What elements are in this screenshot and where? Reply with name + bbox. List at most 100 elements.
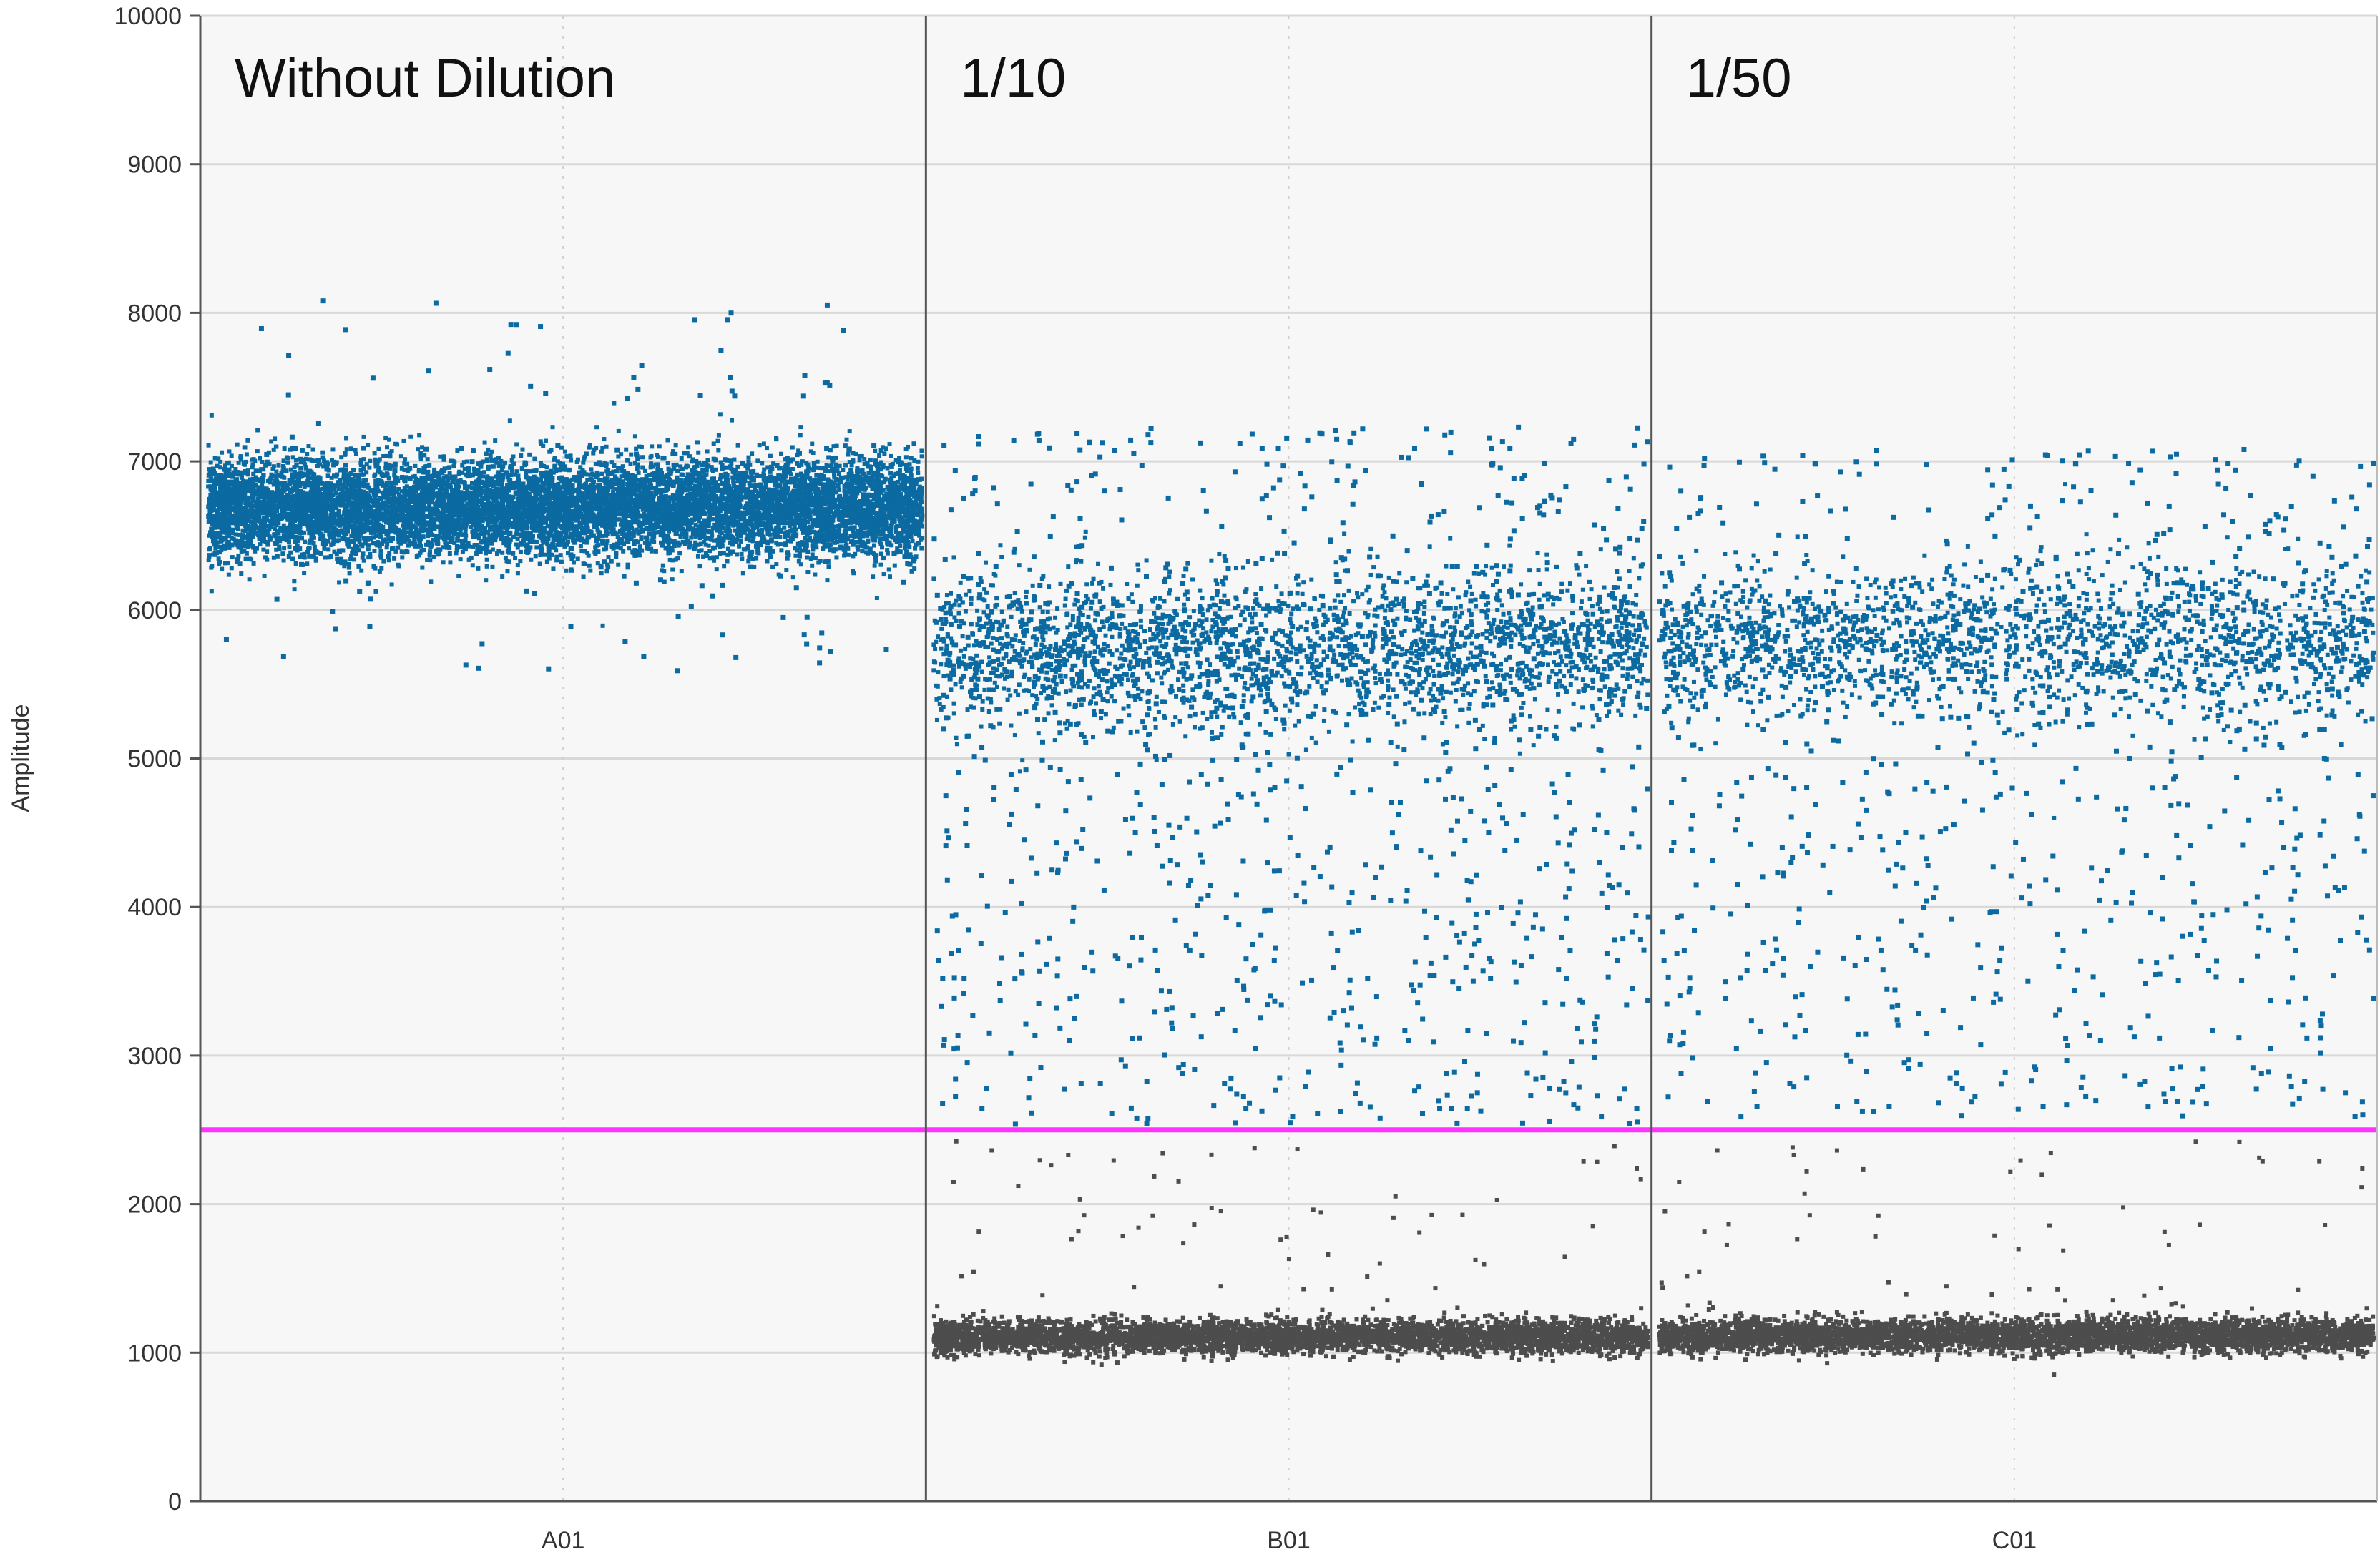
positive-droplet (508, 418, 512, 423)
positive-droplet (258, 456, 262, 460)
positive-droplet (508, 531, 512, 535)
positive-droplet (277, 463, 281, 468)
positive-droplet (485, 558, 489, 562)
positive-droplet (610, 460, 614, 464)
positive-droplet (327, 468, 331, 473)
positive-droplet (740, 552, 744, 556)
positive-droplet (589, 467, 593, 471)
positive-droplet (479, 541, 484, 545)
positive-droplet (873, 564, 877, 568)
positive-droplet (378, 549, 383, 554)
positive-droplet (750, 451, 754, 456)
positive-droplet (858, 458, 862, 462)
positive-droplet (326, 539, 330, 544)
positive-droplet (848, 526, 852, 531)
positive-droplet (629, 462, 633, 466)
positive-droplet (307, 554, 311, 559)
positive-droplet (622, 574, 627, 579)
positive-droplet (252, 561, 256, 566)
positive-droplet (218, 460, 222, 464)
positive-droplet (746, 456, 750, 460)
positive-droplet (486, 448, 490, 452)
positive-droplet (236, 526, 240, 531)
positive-droplet (293, 587, 297, 591)
positive-droplet (834, 555, 838, 559)
positive-droplet (489, 458, 494, 463)
positive-droplet (647, 531, 652, 536)
positive-droplet (599, 472, 604, 476)
positive-droplet (643, 469, 647, 473)
positive-droplet (639, 535, 643, 539)
positive-droplet (273, 436, 277, 441)
positive-droplet (572, 560, 576, 564)
positive-droplet (366, 543, 371, 547)
positive-droplet (670, 568, 675, 572)
positive-droplet (288, 551, 293, 555)
positive-droplet (416, 553, 421, 557)
positive-droplet (428, 549, 432, 554)
positive-droplet (878, 537, 883, 541)
positive-droplet (697, 564, 702, 568)
positive-droplet (316, 462, 320, 466)
positive-droplet (544, 439, 548, 443)
positive-droplet (422, 453, 426, 457)
positive-droplet (343, 559, 348, 564)
positive-droplet (843, 463, 848, 468)
positive-droplet (505, 569, 509, 573)
positive-droplet (417, 433, 421, 437)
positive-droplet (686, 445, 690, 449)
positive-droplet (745, 546, 750, 550)
positive-droplet (617, 429, 621, 433)
positive-droplet (387, 476, 391, 480)
positive-droplet (319, 551, 323, 556)
positive-droplet (798, 433, 803, 437)
positive-droplet (675, 476, 680, 480)
positive-droplet (737, 544, 741, 549)
positive-droplet (422, 548, 426, 552)
positive-droplet (666, 467, 670, 471)
positive-droplet (345, 447, 349, 451)
positive-droplet (323, 538, 327, 542)
positive-droplet (871, 574, 875, 579)
positive-droplet (805, 570, 810, 574)
positive-droplet (597, 462, 602, 466)
positive-droplet (654, 549, 658, 554)
positive-droplet (400, 555, 404, 559)
positive-droplet (378, 554, 383, 558)
positive-droplet (373, 451, 377, 455)
positive-droplet (432, 527, 436, 531)
positive-droplet (888, 442, 892, 446)
positive-droplet (830, 460, 834, 464)
positive-droplet (416, 447, 420, 451)
positive-droplet (581, 461, 585, 465)
positive-droplet (879, 563, 883, 567)
positive-droplet (367, 466, 371, 470)
positive-droplet (222, 468, 226, 472)
positive-droplet (240, 529, 245, 533)
positive-droplet (290, 557, 295, 561)
positive-droplet (838, 479, 843, 483)
positive-droplet (484, 452, 489, 456)
positive-droplet (519, 550, 523, 554)
positive-droplet (511, 551, 515, 556)
positive-droplet (532, 457, 537, 461)
positive-droplet (489, 453, 493, 458)
positive-droplet (393, 442, 398, 446)
positive-droplet (322, 546, 326, 551)
positive-droplet (877, 453, 881, 458)
positive-droplet (547, 450, 552, 454)
positive-droplet (210, 413, 214, 418)
positive-droplet (255, 449, 260, 453)
positive-droplet (677, 551, 682, 555)
positive-droplet (303, 540, 307, 544)
positive-droplet (661, 564, 665, 568)
positive-droplet (916, 466, 920, 471)
positive-droplet (746, 559, 750, 563)
positive-droplet (459, 545, 463, 549)
positive-droplet (722, 564, 726, 568)
positive-droplet (717, 433, 721, 438)
positive-droplet (833, 541, 837, 545)
positive-droplet (302, 571, 306, 575)
